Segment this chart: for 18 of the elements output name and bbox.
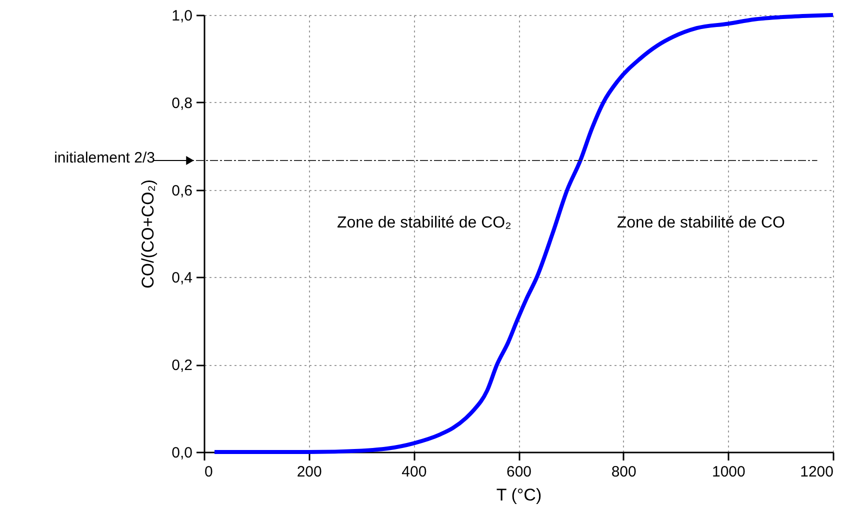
x-tick-label: 1000 <box>712 464 746 480</box>
y-tick-label: 0,8 <box>172 94 192 112</box>
x-tick-label: 0 <box>204 464 213 480</box>
x-axis-title: T (°C) <box>496 486 542 504</box>
x-tick-label: 400 <box>402 464 427 480</box>
x-tick-label: 800 <box>611 464 636 480</box>
ref-line-label: initialement 2/3 <box>54 150 155 167</box>
x-tick-label: 200 <box>296 464 322 480</box>
x-tick-label: 1200 <box>800 464 834 480</box>
y-tick-label: 1,0 <box>172 8 192 24</box>
annotation: Zone de stabilité de CO₂ <box>336 214 512 232</box>
y-axis-title: CO/(CO+CO₂) <box>138 179 158 289</box>
annotation: Zone de stabilité de CO <box>616 214 785 232</box>
x-tick-label: 600 <box>506 464 532 480</box>
y-tick-label: 0,4 <box>172 270 192 287</box>
y-tick-label: 0,0 <box>172 444 192 462</box>
y-tick-label: 0,2 <box>172 357 192 374</box>
y-tick-label: 0,6 <box>172 182 192 200</box>
